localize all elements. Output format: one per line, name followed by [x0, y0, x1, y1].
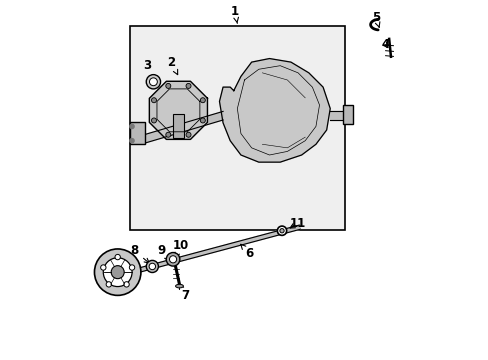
- Circle shape: [149, 78, 157, 86]
- Circle shape: [130, 139, 134, 143]
- Circle shape: [165, 84, 170, 89]
- Circle shape: [129, 265, 134, 270]
- Circle shape: [146, 260, 158, 273]
- Circle shape: [200, 118, 205, 123]
- Circle shape: [149, 263, 155, 270]
- Circle shape: [94, 249, 141, 296]
- Ellipse shape: [175, 284, 183, 288]
- Circle shape: [103, 258, 132, 287]
- Text: 4: 4: [381, 39, 389, 51]
- Bar: [130, 122, 145, 144]
- Circle shape: [151, 118, 156, 123]
- Bar: [173, 114, 183, 138]
- Circle shape: [277, 226, 286, 235]
- Polygon shape: [219, 59, 329, 162]
- Text: 11: 11: [289, 217, 305, 230]
- Circle shape: [165, 132, 170, 137]
- Text: 9: 9: [157, 244, 169, 261]
- Polygon shape: [329, 111, 344, 120]
- Circle shape: [111, 266, 124, 279]
- Circle shape: [123, 282, 129, 287]
- Circle shape: [200, 98, 205, 103]
- Circle shape: [166, 252, 180, 266]
- Polygon shape: [144, 111, 223, 143]
- Circle shape: [130, 124, 134, 129]
- Text: 8: 8: [130, 244, 149, 263]
- Circle shape: [169, 256, 176, 263]
- Bar: [342, 105, 352, 124]
- Text: 6: 6: [240, 244, 253, 260]
- Bar: [130, 26, 344, 230]
- Circle shape: [151, 98, 156, 103]
- Circle shape: [106, 282, 111, 287]
- Circle shape: [185, 132, 191, 137]
- Text: 7: 7: [179, 283, 189, 302]
- Text: 2: 2: [167, 55, 177, 75]
- Polygon shape: [149, 81, 207, 139]
- Circle shape: [279, 229, 284, 233]
- Text: 5: 5: [371, 11, 379, 27]
- Circle shape: [146, 75, 160, 89]
- Text: 3: 3: [143, 59, 154, 84]
- Circle shape: [185, 84, 191, 89]
- Text: 10: 10: [172, 239, 189, 257]
- Polygon shape: [135, 225, 300, 273]
- Text: 1: 1: [230, 5, 239, 23]
- Circle shape: [101, 265, 106, 270]
- Circle shape: [115, 255, 120, 260]
